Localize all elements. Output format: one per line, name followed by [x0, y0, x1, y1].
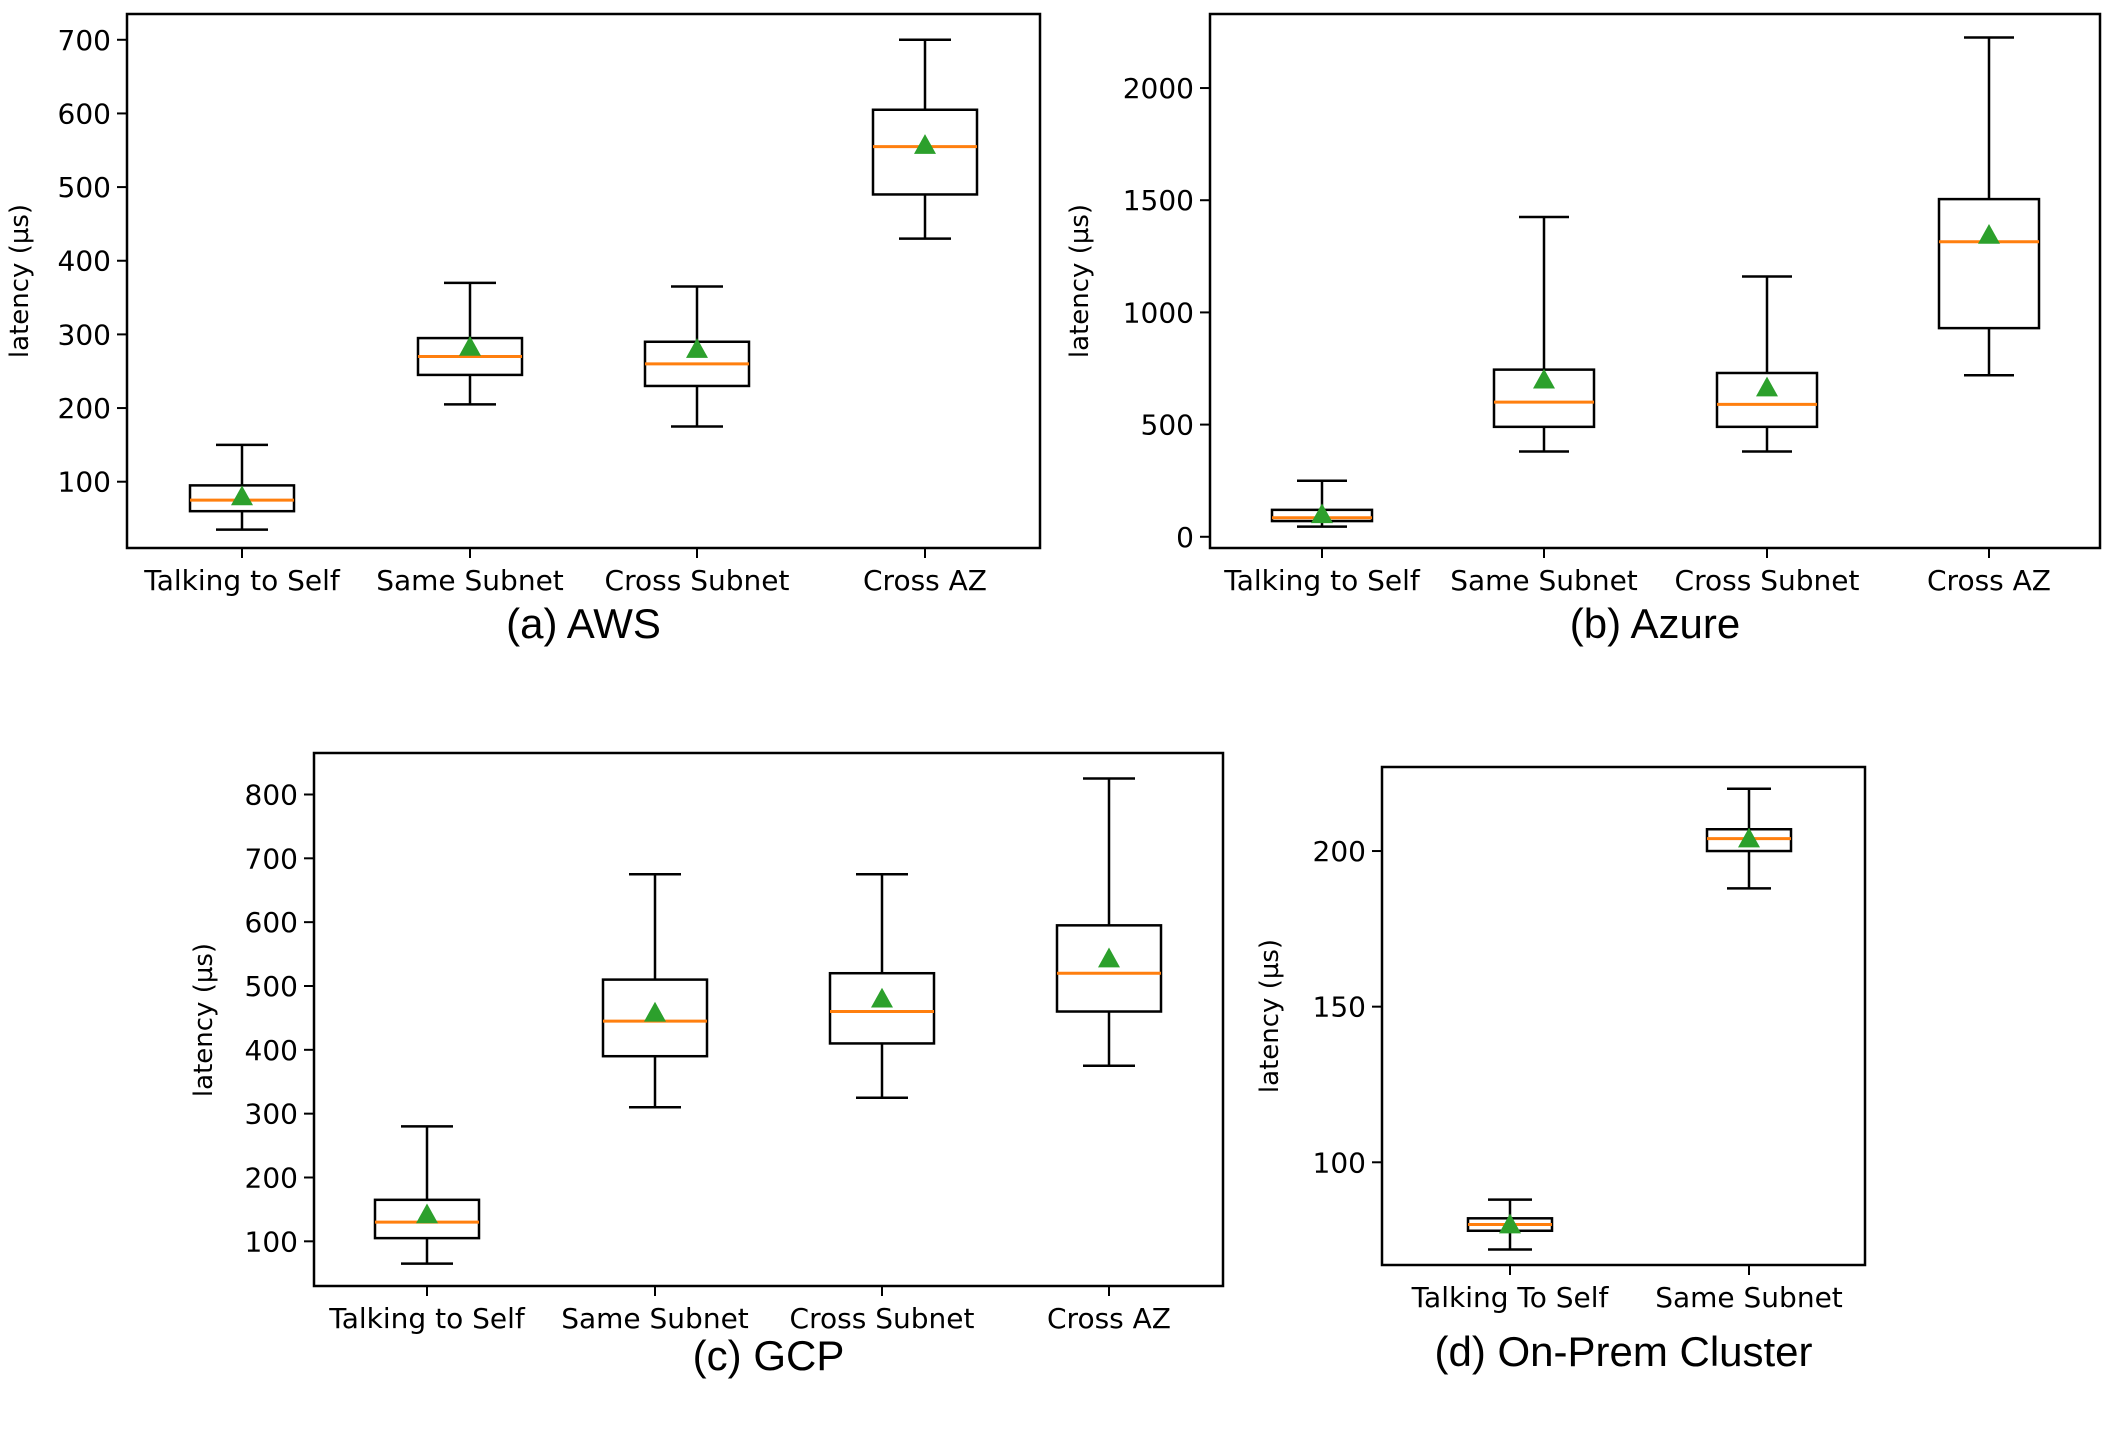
- x-tick-label: Cross AZ: [863, 564, 987, 597]
- y-tick-label: 300: [58, 318, 111, 351]
- box-body: [1055, 924, 1163, 1013]
- y-tick-label: 2000: [1123, 72, 1194, 105]
- mean-marker: [1978, 224, 2000, 244]
- box-4: [871, 38, 979, 240]
- x-tick-label: Talking To Self: [1411, 1281, 1610, 1314]
- box-2: [416, 281, 524, 406]
- y-axis-label: latency (µs): [1255, 939, 1285, 1093]
- box-1: [1466, 1198, 1554, 1251]
- y-axis-label: latency (µs): [1065, 204, 1095, 358]
- y-tick-label: 200: [58, 392, 111, 425]
- y-tick-label: 1500: [1123, 184, 1194, 217]
- panel-caption: (c) GCP: [693, 1332, 845, 1379]
- mean-marker: [416, 1203, 438, 1224]
- mean-marker: [459, 335, 481, 356]
- box-2: [1492, 215, 1596, 453]
- mean-marker: [231, 485, 253, 506]
- box-3: [643, 285, 751, 428]
- box-body: [601, 978, 709, 1058]
- y-tick-label: 400: [58, 245, 111, 278]
- x-tick-label: Same Subnet: [1450, 564, 1638, 597]
- plot-frame: [1208, 12, 2102, 550]
- panel-caption: (a) AWS: [506, 600, 661, 647]
- x-tick-label: Cross AZ: [1927, 564, 2051, 597]
- plot-frame: [125, 12, 1042, 550]
- panel-caption: (d) On-Prem Cluster: [1434, 1328, 1812, 1375]
- mean-marker: [1311, 503, 1333, 524]
- chart-panel-3: 100 200 300 400 500 600 700 800 latency (µs) Talk…: [189, 751, 1225, 1379]
- y-tick-label: 700: [58, 24, 111, 57]
- x-tick-label: Same Subnet: [561, 1302, 749, 1335]
- box-2: [601, 873, 709, 1109]
- box-3: [1715, 275, 1819, 453]
- mean-marker: [1738, 827, 1760, 848]
- y-tick-label: 1000: [1123, 296, 1194, 329]
- box-1: [1270, 479, 1374, 528]
- y-tick-label: 0: [1176, 521, 1194, 554]
- y-axis-label: latency (µs): [189, 943, 219, 1097]
- y-tick-label: 500: [245, 970, 298, 1003]
- y-tick-label: 800: [245, 778, 298, 811]
- x-tick-label: Same Subnet: [376, 564, 564, 597]
- mean-marker: [686, 338, 708, 358]
- x-tick-label: Cross AZ: [1047, 1302, 1171, 1335]
- chart-panel-2: 0 500 1000 1500 2000 latency (µs) Talking to S…: [1065, 12, 2102, 647]
- box-body: [1937, 197, 2041, 330]
- x-tick-label: Talking to Self: [1223, 564, 1421, 597]
- y-tick-label: 500: [58, 171, 111, 204]
- y-tick-label: 200: [1313, 835, 1366, 868]
- y-tick-label: 100: [58, 466, 111, 499]
- mean-marker: [914, 134, 936, 154]
- y-tick-label: 600: [245, 906, 298, 939]
- plot-frame: [1380, 765, 1867, 1267]
- x-tick-label: Talking to Self: [328, 1302, 526, 1335]
- x-tick-label: Cross Subnet: [1675, 564, 1860, 597]
- plot-frame: [312, 751, 1225, 1288]
- mean-marker: [1533, 368, 1555, 389]
- x-tick-label: Cross Subnet: [790, 1302, 975, 1335]
- y-tick-label: 400: [245, 1034, 298, 1067]
- x-tick-label: Same Subnet: [1655, 1281, 1843, 1314]
- mean-marker: [1098, 947, 1120, 968]
- mean-marker: [1499, 1213, 1521, 1234]
- box-2: [1705, 787, 1793, 890]
- box-4: [1937, 36, 2041, 377]
- chart-panel-1: 100 200 300 400 500 600 700 latency (µs) Talking…: [5, 12, 1042, 647]
- box-1: [188, 443, 296, 531]
- box-body: [828, 971, 936, 1045]
- y-tick-label: 200: [245, 1161, 298, 1194]
- y-tick-label: 100: [1313, 1146, 1366, 1179]
- mean-marker: [644, 1001, 666, 1022]
- y-tick-label: 100: [245, 1225, 298, 1258]
- y-axis-label: latency (µs): [5, 204, 35, 358]
- y-tick-label: 150: [1313, 991, 1366, 1024]
- x-tick-label: Cross Subnet: [605, 564, 790, 597]
- panel-caption: (b) Azure: [1570, 600, 1740, 647]
- y-tick-label: 300: [245, 1098, 298, 1131]
- box-1: [373, 1125, 481, 1265]
- y-tick-label: 500: [1141, 409, 1194, 442]
- chart-panel-4: 100 150 200 latency (µs) Talking To Self Same…: [1255, 765, 1867, 1375]
- mean-marker: [871, 987, 893, 1008]
- mean-marker: [1756, 376, 1778, 397]
- x-tick-label: Talking to Self: [143, 564, 341, 597]
- y-tick-label: 700: [245, 842, 298, 875]
- box-4: [1055, 777, 1163, 1068]
- box-3: [828, 873, 936, 1099]
- y-tick-label: 600: [58, 97, 111, 130]
